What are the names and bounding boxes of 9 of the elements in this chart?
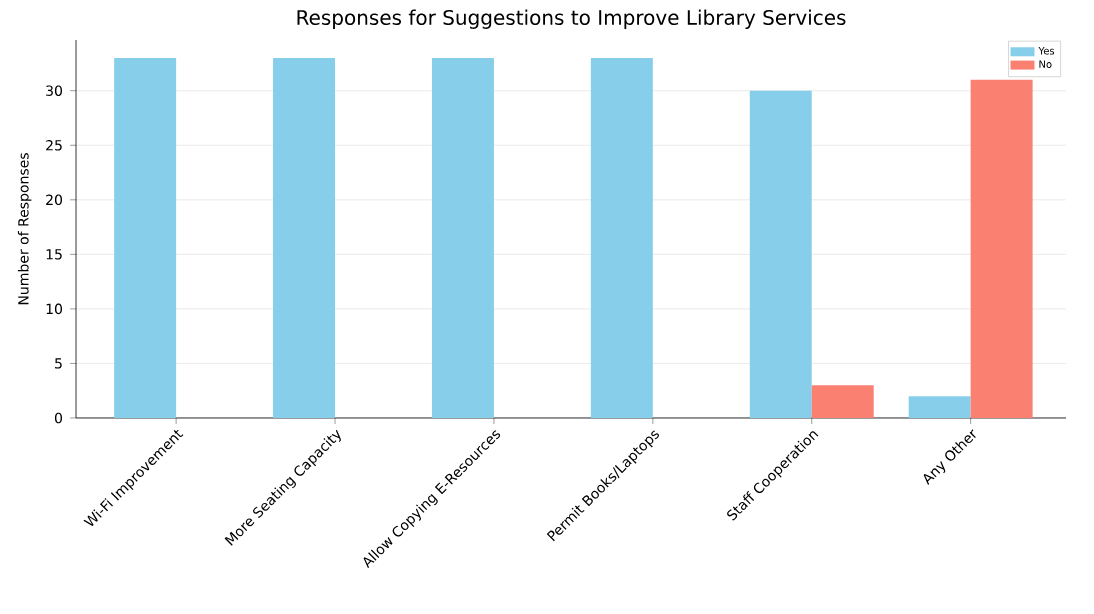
bar bbox=[590, 57, 653, 418]
chart-title: Responses for Suggestions to Improve Library Services bbox=[297, 9, 846, 29]
bar bbox=[114, 57, 177, 418]
bar bbox=[749, 90, 812, 418]
bar bbox=[431, 57, 494, 418]
bar bbox=[811, 385, 874, 418]
bar bbox=[273, 57, 336, 418]
bar bbox=[908, 396, 971, 418]
bar bbox=[970, 79, 1033, 418]
